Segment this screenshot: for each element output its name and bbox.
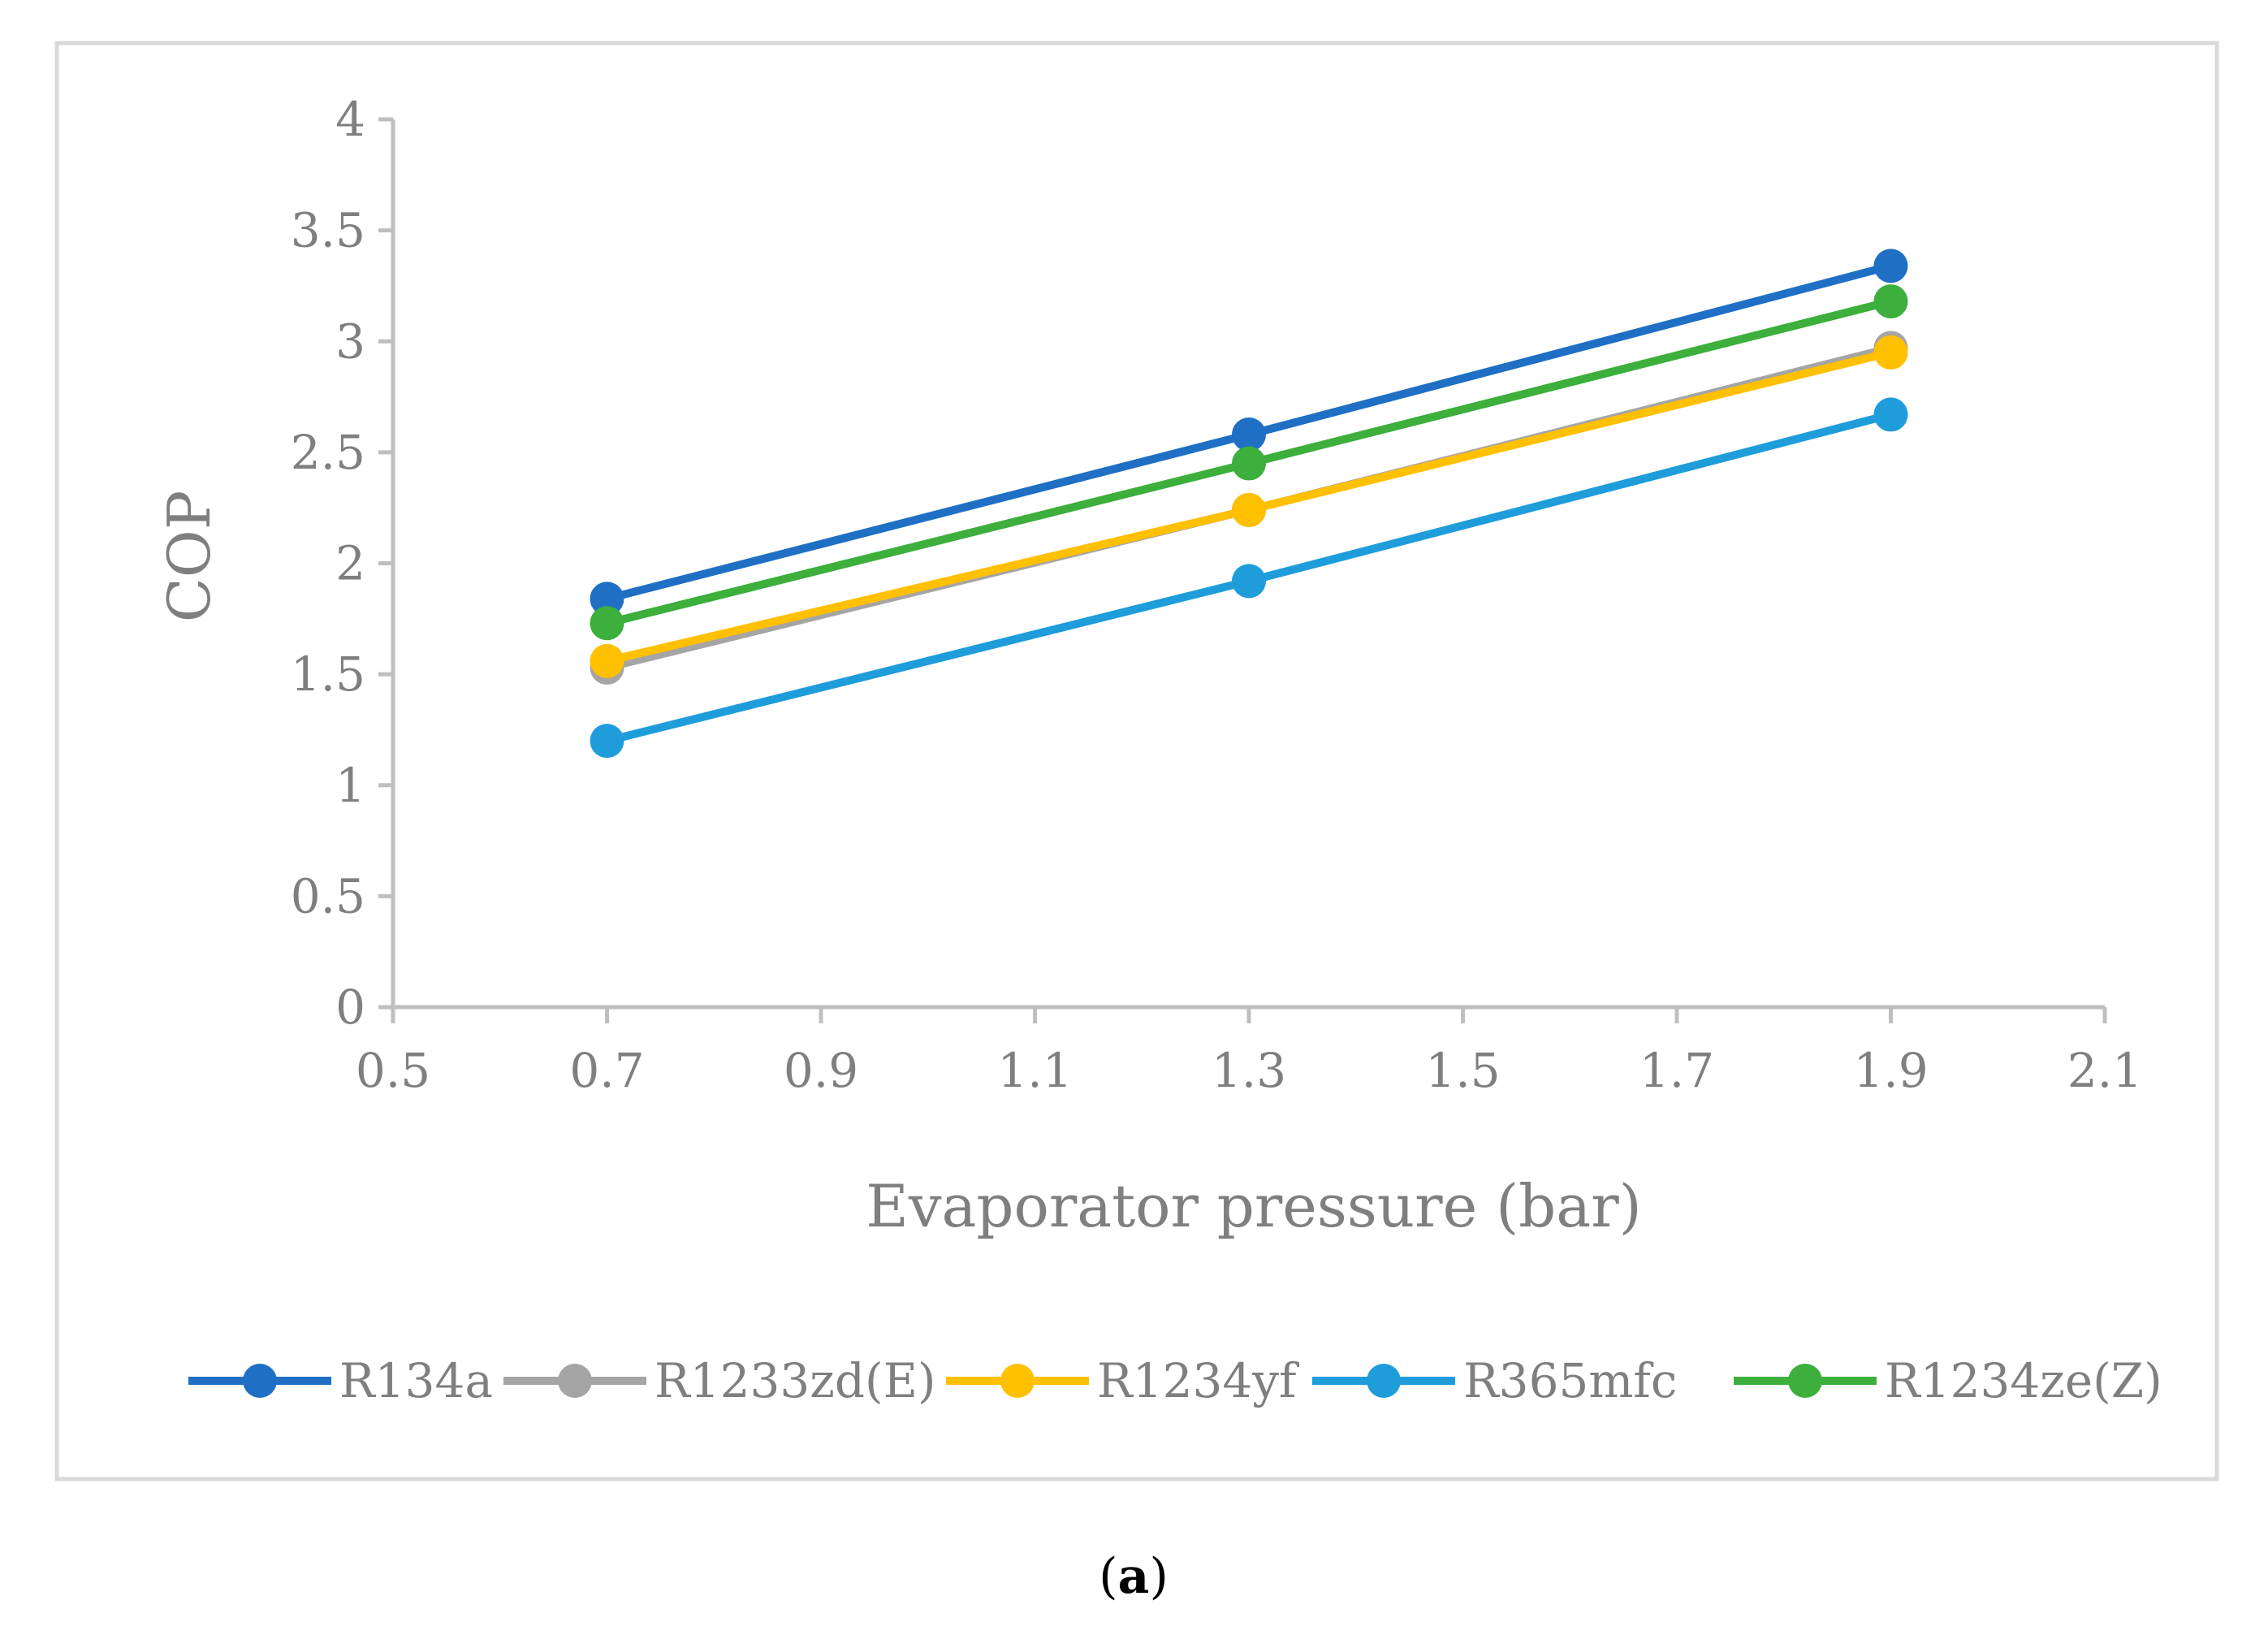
data-point xyxy=(1232,446,1266,481)
series-r134a xyxy=(590,249,1908,616)
legend-item: R365mfc xyxy=(1312,1353,1677,1408)
data-point xyxy=(1873,249,1908,283)
legend-label: R1234yf xyxy=(1097,1353,1299,1408)
legend-swatch-marker xyxy=(1788,1364,1822,1398)
y-tick-label: 3.5 xyxy=(291,203,365,258)
y-tick-label: 1.5 xyxy=(291,647,365,702)
y-tick-label: 2 xyxy=(335,536,365,591)
series-r1234yf xyxy=(590,335,1908,678)
data-point xyxy=(1232,417,1266,452)
data-point xyxy=(1873,284,1908,319)
caption-open: ( xyxy=(1099,1548,1117,1605)
caption-close: ) xyxy=(1149,1548,1168,1605)
y-tick-label: 3 xyxy=(335,314,365,369)
x-tick-label: 0.9 xyxy=(784,1043,858,1098)
series-r365mfc xyxy=(590,397,1908,759)
legend-label: R1234ze(Z) xyxy=(1885,1353,2162,1408)
x-tick-label: 2.1 xyxy=(2067,1043,2142,1098)
caption-letter: a xyxy=(1118,1548,1150,1605)
legend-item: R134a xyxy=(188,1353,493,1408)
y-tick-label: 4 xyxy=(335,92,365,147)
series-r1234ze-z- xyxy=(590,284,1908,641)
legend: R134a R1233zd(E) R1234yf R365mfc R1234ze(Z) xyxy=(188,1353,2162,1408)
chart-frame xyxy=(54,41,2219,1481)
x-tick-label: 1.7 xyxy=(1639,1043,1714,1098)
data-point xyxy=(590,643,624,678)
series-layer xyxy=(590,249,1908,759)
y-tick-label: 2.5 xyxy=(291,425,365,480)
y-tick-label: 0 xyxy=(335,980,365,1035)
legend-label: R134a xyxy=(339,1353,493,1408)
data-point xyxy=(1873,335,1908,370)
axes-layer: 0 0.5 1 1.5 2 2.5 3 3.5 4 0.5 0.7 0.9 1.1 1.3 1.5 1.7 1.… xyxy=(291,92,2142,1098)
x-tick-label: 0.5 xyxy=(356,1043,430,1098)
y-axis-title: COP xyxy=(155,491,223,623)
legend-swatch-marker xyxy=(1000,1364,1035,1398)
x-tick-label: 1.3 xyxy=(1212,1043,1286,1098)
figure-caption: (a) xyxy=(1099,1548,1169,1605)
x-tick-label: 0.7 xyxy=(569,1043,644,1098)
data-point xyxy=(1232,492,1266,527)
legend-item: R1234yf xyxy=(946,1353,1299,1408)
x-tick-label: 1.1 xyxy=(997,1043,1072,1098)
data-point xyxy=(1232,564,1266,599)
legend-swatch-marker xyxy=(558,1364,592,1398)
data-point xyxy=(590,724,624,759)
legend-label: R1233zd(E) xyxy=(654,1353,936,1408)
legend-swatch-marker xyxy=(243,1364,277,1398)
x-tick-label: 1.9 xyxy=(1853,1043,1928,1098)
legend-item: R1233zd(E) xyxy=(503,1353,936,1408)
legend-swatch-marker xyxy=(1367,1364,1401,1398)
data-point xyxy=(1873,397,1908,432)
data-point xyxy=(590,606,624,641)
y-tick-label: 0.5 xyxy=(291,868,365,923)
y-tick-label: 1 xyxy=(335,758,365,813)
x-tick-label: 1.5 xyxy=(1425,1043,1500,1098)
x-axis-title: Evaporator pressure (bar) xyxy=(866,1172,1641,1240)
data-point xyxy=(590,582,624,616)
legend-item: R1234ze(Z) xyxy=(1734,1353,2162,1408)
legend-label: R365mfc xyxy=(1463,1353,1677,1408)
